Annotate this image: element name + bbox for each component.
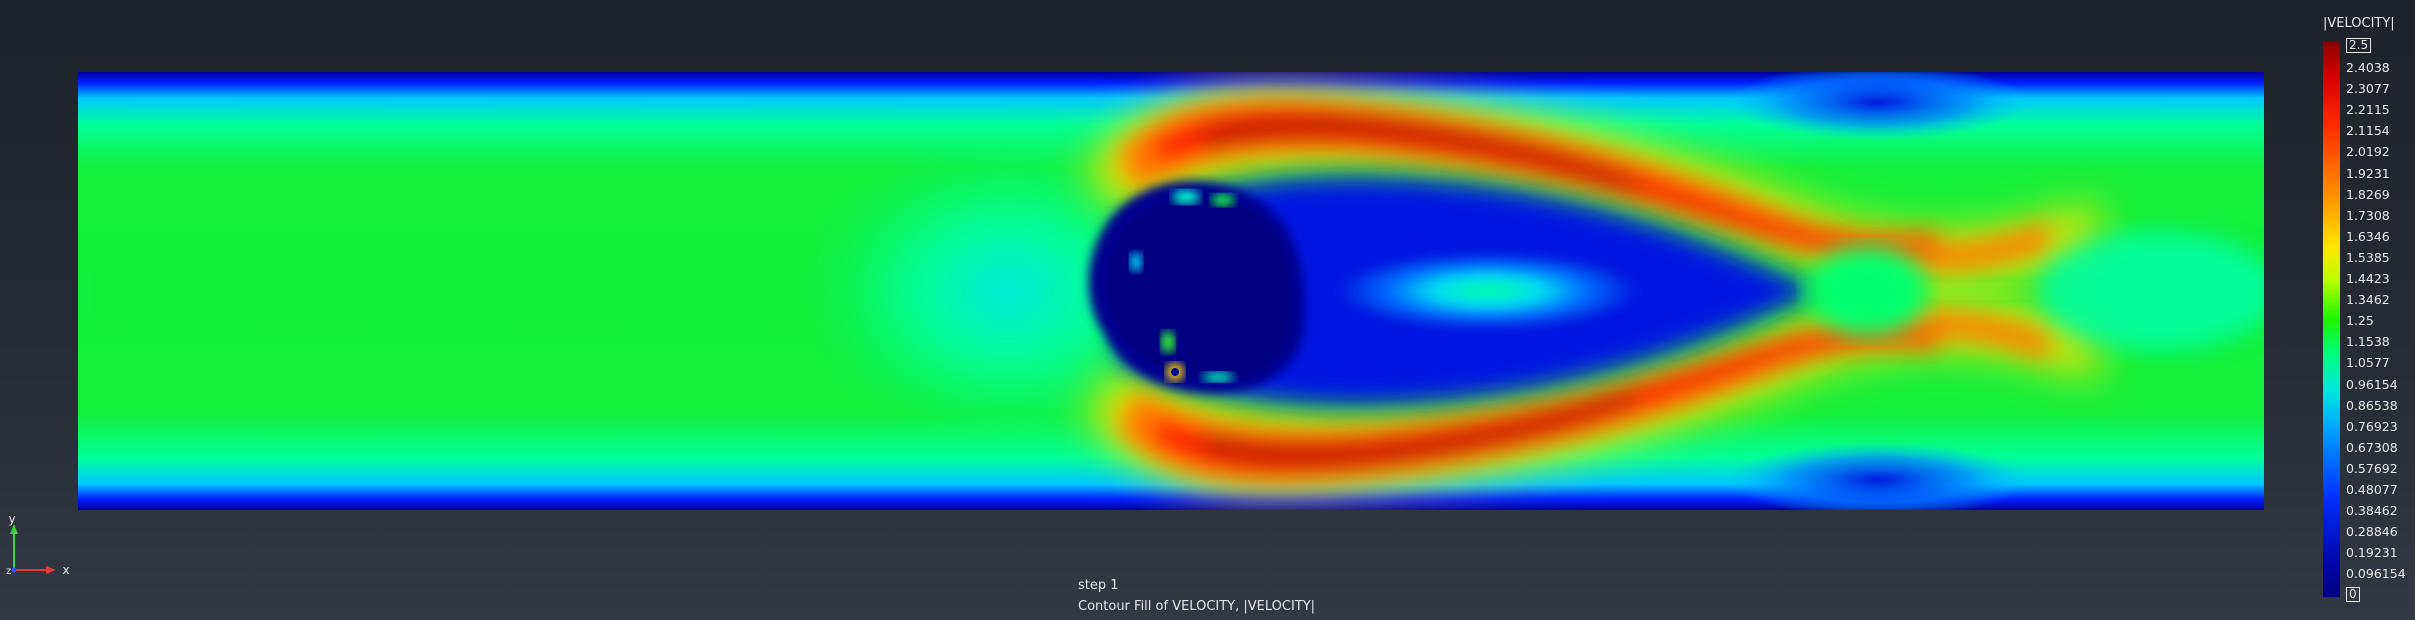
colorbar-tick-label: 0.67308 [2346,439,2398,455]
colorbar-tick-label: 1.1538 [2346,334,2390,350]
colorbar-min-label: 0 [2346,587,2360,602]
colorbar-tick-label: 0.76923 [2346,418,2398,434]
x-axis-label: x [62,563,69,577]
colorbar-tick-label: 2.3077 [2346,81,2390,97]
colorbar-tick-label: 1.5385 [2346,249,2390,265]
colorbar-tick-label: 0.28846 [2346,524,2398,540]
colorbar-tick-label: 1.25 [2346,313,2374,329]
stagnation-zone [808,141,1208,441]
velocity-contour-field[interactable] [78,72,2264,510]
colorbar-tick-label: 0.48077 [2346,482,2398,497]
colorbar-tick-label: 0.96154 [2346,376,2398,392]
colorbar [2323,42,2340,597]
step-caption: step 1 [1078,578,1119,593]
colorbar-tick-label: 2.2115 [2346,102,2390,118]
z-axis-label: z [6,566,11,577]
y-axis-arrowhead [10,524,18,534]
colorbar-tick-label: 1.7308 [2346,207,2390,223]
colorbar-title: |VELOCITY| [2323,16,2395,31]
colorbar-tick-label: 1.8269 [2346,186,2390,202]
inlet-core [78,121,418,461]
colorbar-tick-label: 2.1154 [2346,123,2390,139]
colorbar-tick-label: 2.4038 [2346,60,2390,75]
x-axis-arrowhead [46,566,56,574]
colorbar-tick-label: 1.0577 [2346,355,2390,371]
colorbar-tick-label: 2.0192 [2346,144,2390,160]
colorbar-tick-label: 1.6346 [2346,228,2390,244]
colorbar-tick-label: 1.3462 [2346,292,2390,308]
y-axis-label: y [8,514,15,526]
colorbar-tick-label: 1.4423 [2346,271,2390,286]
colorbar-tick-label: 0.57692 [2346,460,2398,476]
z-axis-dot [11,567,17,573]
colorbar-max-label: 2.5 [2346,38,2372,53]
contour-description: Contour Fill of VELOCITY, |VELOCITY| [1078,599,1316,614]
obstacle-body [1088,181,1305,393]
colorbar-tick-label: 0.096154 [2346,566,2406,582]
colorbar-tick-label: 0.19231 [2346,545,2398,561]
colorbar-tick-label: 1.9231 [2346,165,2390,181]
colorbar-tick-label: 0.86538 [2346,397,2398,413]
colorbar-tick-label: 0.38462 [2346,503,2398,519]
axis-triad[interactable]: y x z [4,514,74,580]
